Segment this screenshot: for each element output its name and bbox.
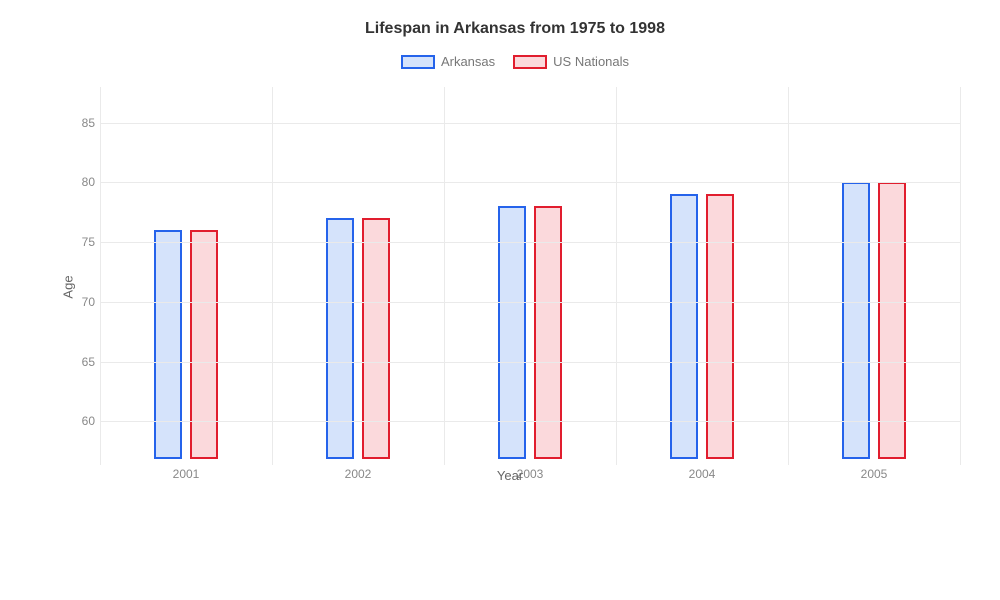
legend-swatch [401, 55, 435, 69]
vertical-gridline [100, 87, 101, 465]
bar [190, 230, 218, 459]
bar [878, 182, 906, 459]
x-tick-label: 2001 [173, 467, 200, 481]
legend: Arkansas US Nationals [60, 54, 970, 69]
legend-item: US Nationals [513, 54, 629, 69]
legend-label: Arkansas [441, 54, 495, 69]
vertical-gridline [272, 87, 273, 465]
vertical-gridline [788, 87, 789, 465]
vertical-gridline [960, 87, 961, 465]
x-tick-label: 2005 [861, 467, 888, 481]
gridline [100, 123, 960, 124]
bar [670, 194, 698, 459]
y-tick-label: 75 [65, 235, 95, 249]
bar [362, 218, 390, 459]
y-tick-label: 70 [65, 295, 95, 309]
bar [154, 230, 182, 459]
legend-item: Arkansas [401, 54, 495, 69]
x-tick-label: 2004 [689, 467, 716, 481]
legend-label: US Nationals [553, 54, 629, 69]
x-tick-label: 2002 [345, 467, 372, 481]
gridline [100, 362, 960, 363]
y-tick-label: 80 [65, 175, 95, 189]
vertical-gridline [444, 87, 445, 465]
chart-container: Lifespan in Arkansas from 1975 to 1998 A… [0, 0, 1000, 600]
chart-title: Lifespan in Arkansas from 1975 to 1998 [60, 20, 970, 38]
y-tick-label: 85 [65, 116, 95, 130]
gridline [100, 302, 960, 303]
y-tick-label: 65 [65, 355, 95, 369]
bar [706, 194, 734, 459]
bar [326, 218, 354, 459]
vertical-gridline [616, 87, 617, 465]
gridline [100, 421, 960, 422]
bars-layer [100, 87, 960, 457]
bar [842, 182, 870, 459]
x-axis-label: Year [497, 468, 523, 483]
plot-inner: 60657075808520012002200320042005 [100, 87, 960, 457]
legend-swatch [513, 55, 547, 69]
gridline [100, 242, 960, 243]
plot-area: Age 60657075808520012002200320042005 Yea… [60, 87, 960, 487]
gridline [100, 182, 960, 183]
y-tick-label: 60 [65, 414, 95, 428]
